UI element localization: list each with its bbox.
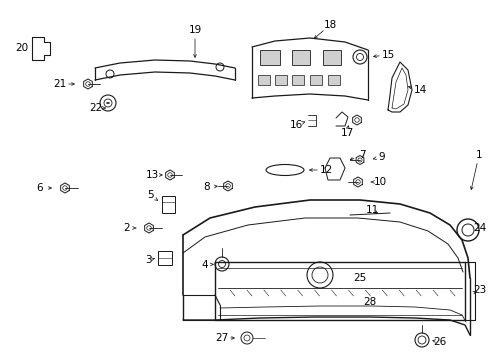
Text: 7: 7 <box>358 150 365 160</box>
Bar <box>291 75 304 85</box>
Text: 3: 3 <box>144 255 151 265</box>
Text: 2: 2 <box>123 223 130 233</box>
Text: 19: 19 <box>188 25 201 35</box>
Text: 22: 22 <box>89 103 102 113</box>
Bar <box>309 75 321 85</box>
Text: 28: 28 <box>363 297 376 307</box>
Text: 23: 23 <box>472 285 486 295</box>
Text: 21: 21 <box>53 79 66 89</box>
Bar <box>274 75 286 85</box>
Bar <box>327 75 339 85</box>
Text: 16: 16 <box>289 120 302 130</box>
Bar <box>158 251 172 265</box>
Text: 10: 10 <box>373 177 386 187</box>
Text: 13: 13 <box>145 170 158 180</box>
Text: 8: 8 <box>203 182 210 192</box>
Text: 18: 18 <box>323 20 336 30</box>
Text: 20: 20 <box>16 43 28 53</box>
Bar <box>258 75 269 85</box>
Text: 14: 14 <box>412 85 426 95</box>
Text: 1: 1 <box>475 150 481 160</box>
Bar <box>323 50 340 65</box>
Text: 4: 4 <box>201 260 208 270</box>
Bar <box>291 50 309 65</box>
Text: 17: 17 <box>340 128 353 138</box>
Text: 26: 26 <box>432 337 446 347</box>
Text: 15: 15 <box>381 50 394 60</box>
Text: 25: 25 <box>353 273 366 283</box>
Text: 5: 5 <box>146 190 153 200</box>
Text: 9: 9 <box>378 152 385 162</box>
Text: 24: 24 <box>472 223 486 233</box>
Text: 6: 6 <box>37 183 43 193</box>
Text: 12: 12 <box>319 165 332 175</box>
Bar <box>162 196 175 213</box>
Text: 27: 27 <box>215 333 228 343</box>
Text: 11: 11 <box>365 205 378 215</box>
Bar <box>260 50 280 65</box>
